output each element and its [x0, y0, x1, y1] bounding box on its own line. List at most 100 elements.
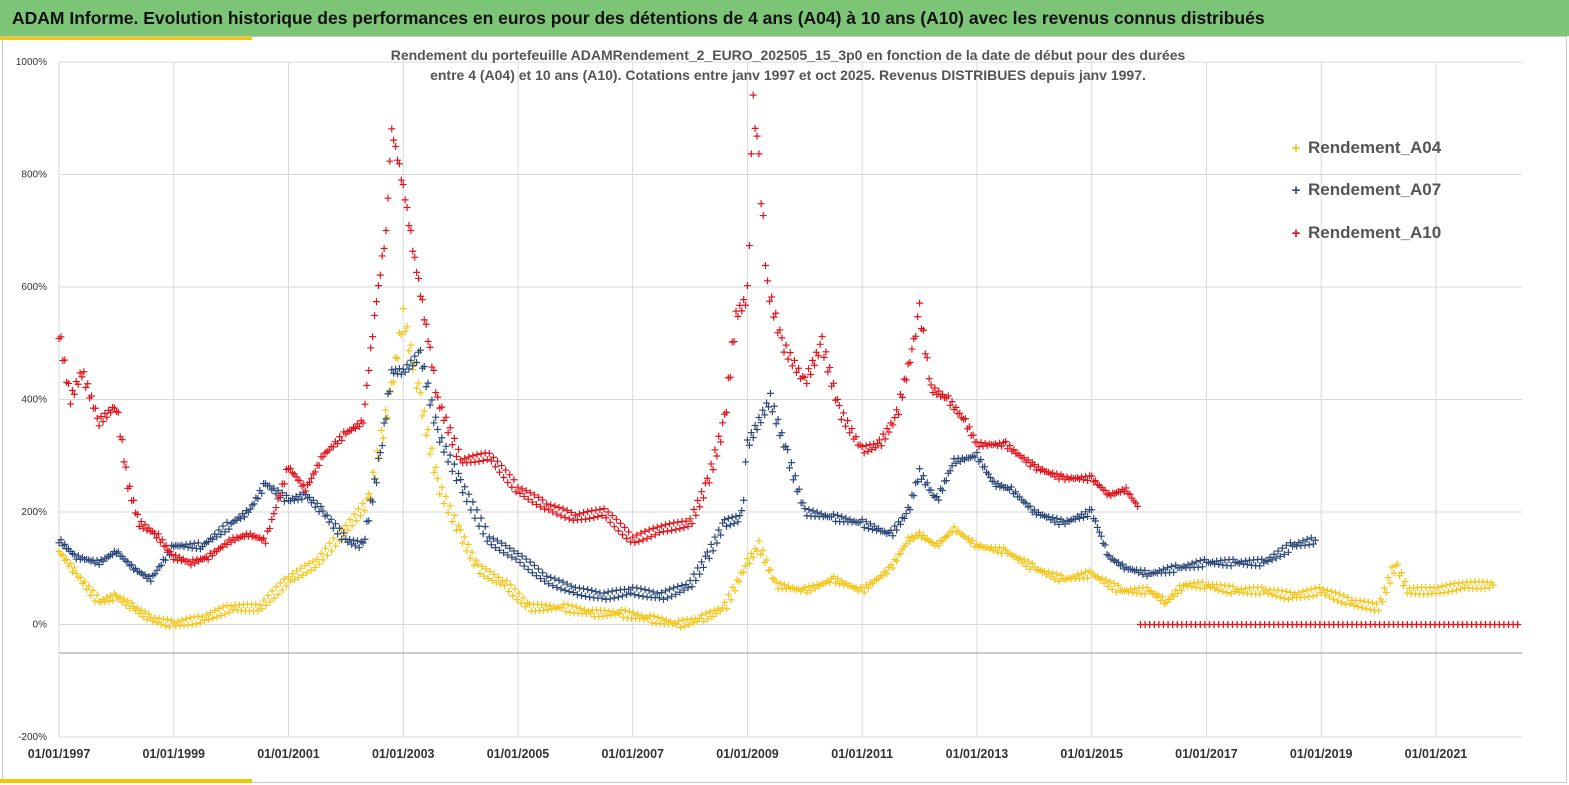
data-point: [296, 477, 304, 485]
data-point: [442, 442, 450, 450]
data-point: [530, 491, 538, 499]
data-point: [211, 606, 219, 614]
data-point: [208, 552, 216, 560]
data-point: [502, 542, 510, 550]
data-point: [514, 549, 522, 557]
data-point: [72, 570, 80, 578]
data-point: [120, 595, 128, 603]
data-point: [702, 609, 710, 617]
data-point: [670, 519, 678, 527]
data-point: [810, 361, 818, 369]
data-point: [688, 520, 696, 528]
data-point: [359, 500, 367, 508]
data-point: [492, 578, 500, 586]
x-tick-label: 01/01/2021: [1405, 747, 1468, 761]
data-point: [655, 594, 663, 602]
data-point: [726, 373, 734, 381]
data-point: [116, 593, 124, 601]
data-point: [303, 569, 311, 577]
data-point: [377, 426, 385, 434]
data-point: [1282, 541, 1290, 549]
data-point: [1192, 558, 1200, 566]
data-point: [600, 505, 608, 513]
data-point: [191, 559, 199, 567]
data-point: [505, 588, 513, 596]
data-point: [258, 489, 266, 497]
data-point: [479, 457, 487, 465]
data-point: [717, 531, 725, 539]
data-point: [618, 531, 626, 539]
data-point: [825, 578, 833, 586]
data-point: [182, 615, 190, 623]
data-point: [902, 376, 910, 384]
data-point: [424, 379, 432, 387]
data-point: [432, 389, 440, 397]
data-point: [409, 247, 417, 255]
data-point: [1311, 584, 1319, 592]
data-point: [1489, 581, 1497, 589]
data-point: [359, 419, 367, 427]
data-point: [952, 459, 960, 467]
data-point: [1344, 593, 1352, 601]
data-point: [74, 380, 82, 388]
x-tick-label: 01/01/1999: [142, 747, 205, 761]
data-point: [634, 610, 642, 618]
data-point: [506, 544, 514, 552]
data-point: [287, 577, 295, 585]
data-point: [1114, 582, 1122, 590]
data-point: [61, 540, 69, 548]
data-point: [120, 458, 128, 466]
data-point: [975, 443, 983, 451]
data-point: [130, 496, 138, 504]
y-tick-label: 200%: [21, 507, 47, 518]
data-point: [130, 603, 138, 611]
data-point: [1299, 587, 1307, 595]
data-point: [1313, 591, 1321, 599]
data-point: [145, 610, 153, 618]
data-point: [631, 591, 639, 599]
data-point: [868, 446, 876, 454]
data-point: [331, 520, 339, 528]
data-point: [372, 479, 380, 487]
data-point: [491, 544, 499, 552]
data-point: [757, 200, 765, 208]
data-point: [475, 522, 483, 530]
data-point: [237, 515, 245, 523]
data-point: [1366, 606, 1374, 614]
data-point: [503, 577, 511, 585]
data-point: [388, 366, 396, 374]
data-point: [782, 341, 790, 349]
data-point: [801, 584, 809, 592]
data-point: [551, 502, 559, 510]
data-point: [270, 510, 278, 518]
data-point: [353, 537, 361, 545]
data-point: [507, 581, 515, 589]
data-point: [78, 373, 86, 381]
data-point: [1434, 583, 1442, 591]
data-point: [457, 476, 465, 484]
data-point: [654, 613, 662, 621]
data-point: [644, 615, 652, 623]
data-point: [1168, 562, 1176, 570]
data-point: [931, 384, 939, 392]
data-point: [1375, 607, 1383, 615]
data-point: [266, 482, 274, 490]
data-point: [420, 363, 428, 371]
data-point: [299, 571, 307, 579]
data-point: [153, 566, 161, 574]
data-point: [1303, 535, 1311, 543]
data-point: [162, 542, 170, 550]
data-point: [157, 561, 165, 569]
data-point: [637, 585, 645, 593]
data-point: [1030, 506, 1038, 514]
data-point: [1141, 590, 1149, 598]
data-point: [1164, 564, 1172, 572]
data-point: [747, 550, 755, 558]
data-point: [80, 368, 88, 376]
data-point: [614, 527, 622, 535]
data-point: [286, 464, 294, 472]
data-point: [450, 511, 458, 519]
data-point: [1307, 534, 1315, 542]
data-point: [264, 591, 272, 599]
data-point: [422, 383, 430, 391]
